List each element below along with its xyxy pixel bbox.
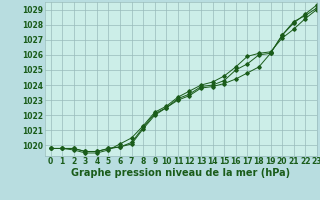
X-axis label: Graphe pression niveau de la mer (hPa): Graphe pression niveau de la mer (hPa) — [71, 168, 290, 178]
